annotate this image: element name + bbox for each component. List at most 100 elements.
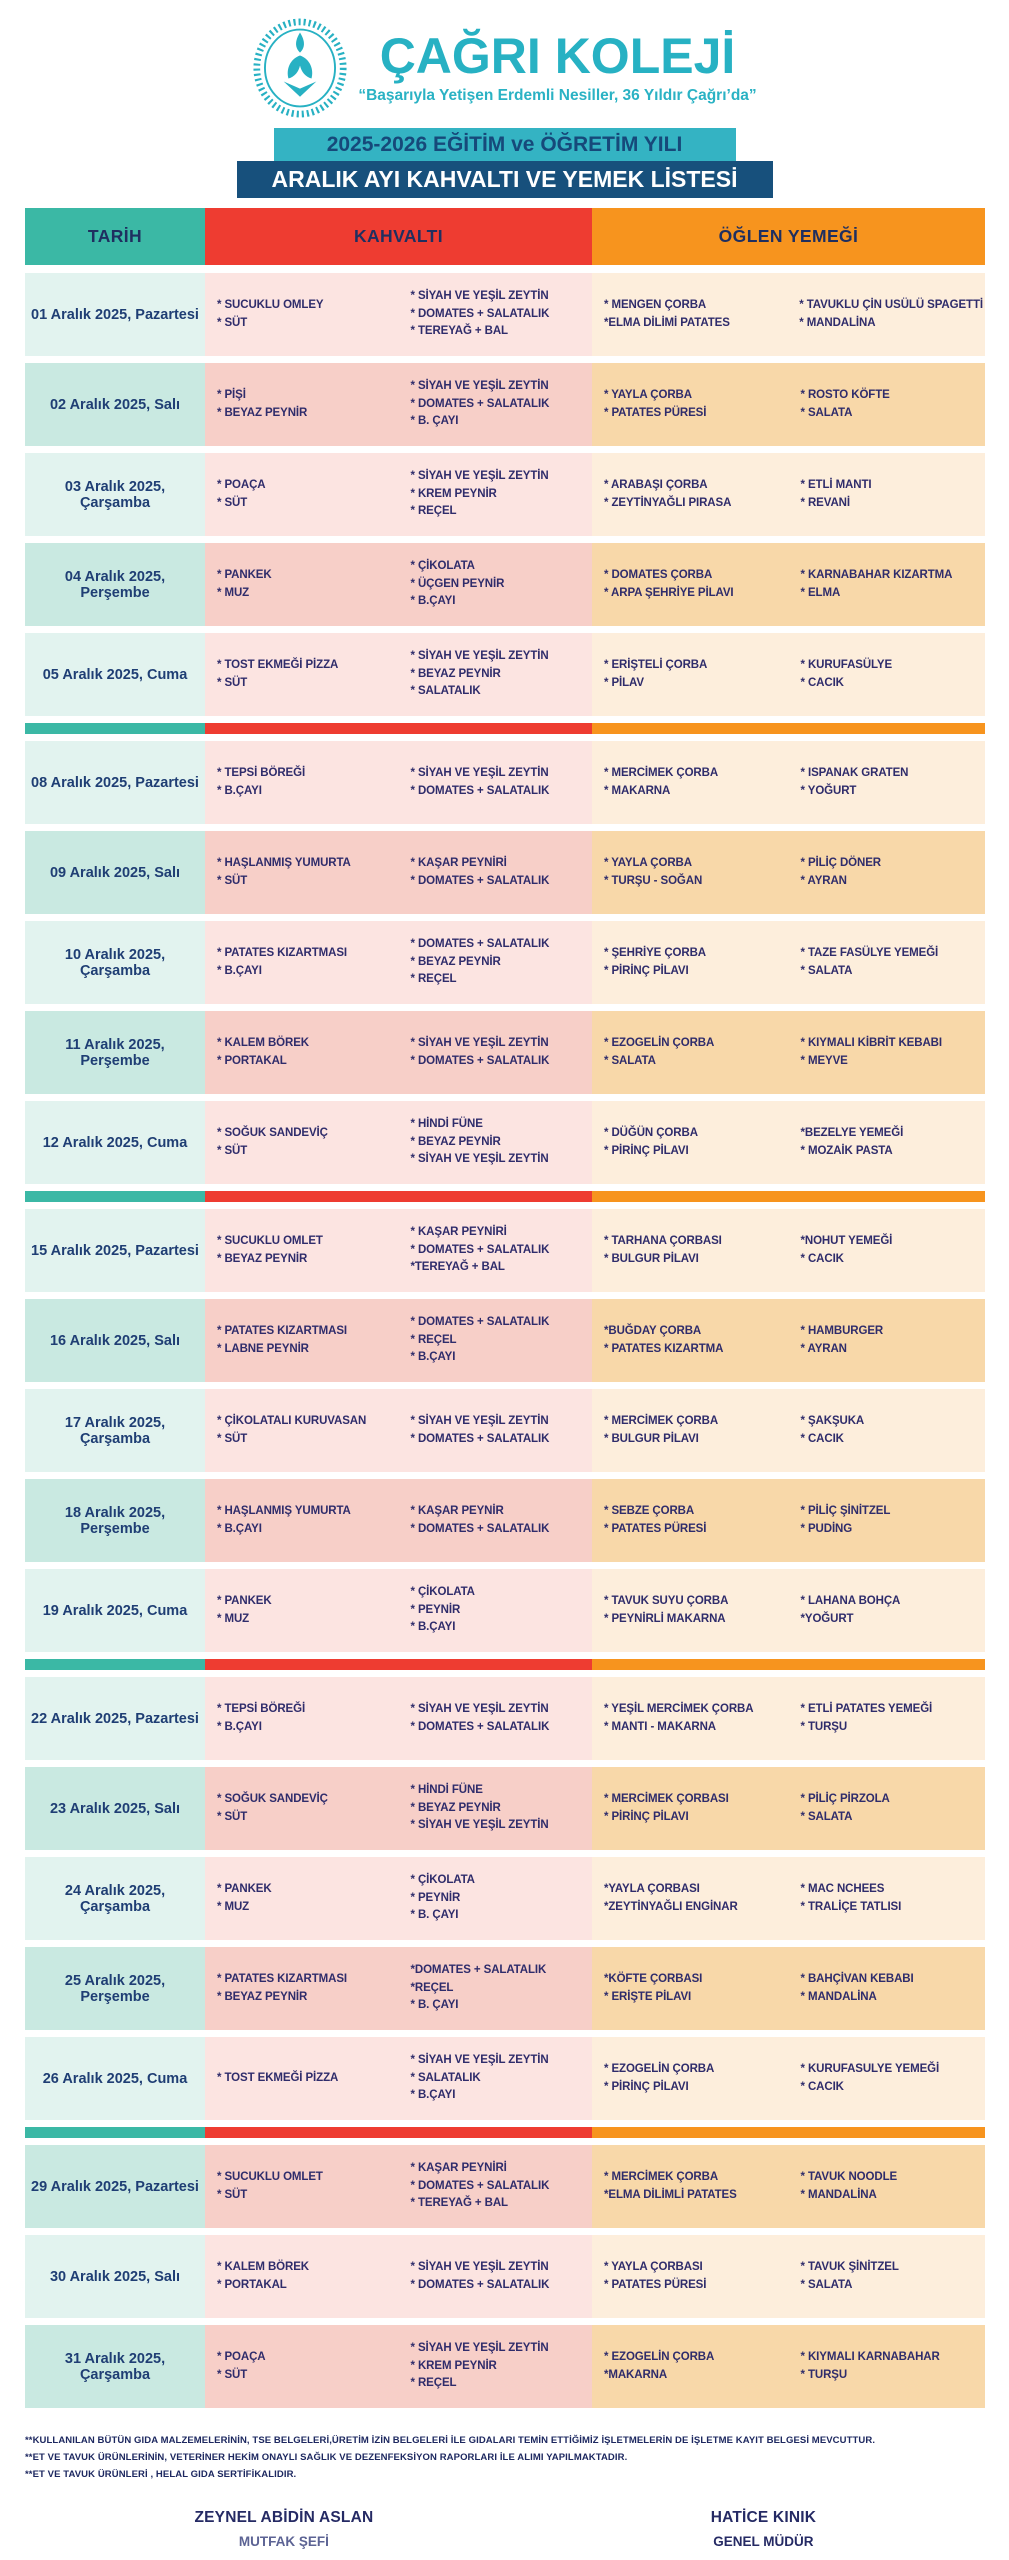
menu-item: * B.ÇAYI xyxy=(410,1351,456,1364)
menu-item: * TEPSİ BÖREĞİ xyxy=(217,766,306,779)
breakfast-cell: * PATATES KIZARTMASI * B.ÇAYI * DOMATES + … xyxy=(205,921,592,1004)
lunch-cell-column: * TAZE FASÜLYE YEMEĞİ * SALATA xyxy=(789,921,986,1004)
lunch-cell-column: * PİLİÇ PİRZOLA * SALATA xyxy=(789,1767,986,1850)
menu-item: * PİRİNÇ PİLAVI xyxy=(604,1810,689,1823)
breakfast-cell: * POAÇA * SÜT * SİYAH VE YEŞİL ZEYTİN * KRE… xyxy=(205,2325,592,2408)
date-cell: 08 Aralık 2025, Pazartesi xyxy=(25,741,205,824)
week-separator-date-segment xyxy=(25,1659,205,1670)
menu-item: * DOMATES + SALATALIK xyxy=(410,1432,550,1445)
lunch-cell: * TAVUK SUYU ÇORBA * PEYNİRLİ MAKARNA * LA… xyxy=(592,1569,985,1652)
menu-item: * PİRİNÇ PİLAVI xyxy=(604,1144,689,1157)
date-cell: 15 Aralık 2025, Pazartesi xyxy=(25,1209,205,1292)
lunch-cell: * YAYLA ÇORBASI * PATATES PÜRESİ * TAVUK Ş… xyxy=(592,2235,985,2318)
menu-item: * KIYMALI KİBRİT KEBABI xyxy=(800,1036,943,1049)
menu-item: * CACIK xyxy=(800,2080,844,2093)
menu-item: * PİLİÇ DÖNER xyxy=(800,856,882,869)
lunch-cell-column: * YAYLA ÇORBASI * PATATES PÜRESİ xyxy=(592,2235,789,2318)
menu-item: * DOMATES + SALATALIK xyxy=(410,874,550,887)
breakfast-cell: * HAŞLANMIŞ YUMURTA * SÜT * KAŞAR PEYNİRİ *… xyxy=(205,831,592,914)
menu-item: *ELMA DİLİMİ PATATES xyxy=(604,316,730,329)
lunch-cell-column: * TAVUK SUYU ÇORBA * PEYNİRLİ MAKARNA xyxy=(592,1569,789,1652)
menu-item: * HİNDİ FÜNE xyxy=(410,1783,483,1796)
lunch-cell-column: * LAHANA BOHÇA *YOĞURT xyxy=(789,1569,986,1652)
lunch-cell: * ARABAŞI ÇORBA * ZEYTİNYAĞLI PIRASA * ETL… xyxy=(592,453,985,536)
breakfast-cell-column: * PATATES KIZARTMASI * BEYAZ PEYNİR xyxy=(205,1947,399,2030)
menu-item: * KAŞAR PEYNİR xyxy=(410,1504,504,1517)
page-footer: **KULLANILAN BÜTÜN GIDA MALZEMELERİNİN, … xyxy=(0,2432,1009,2549)
menu-item: * BEYAZ PEYNİR xyxy=(410,1801,501,1814)
menu-item: * HAŞLANMIŞ YUMURTA xyxy=(217,856,351,869)
menu-item: * SÜT xyxy=(217,2188,248,2201)
breakfast-cell-column: * SİYAH VE YEŞİL ZEYTİN * BEYAZ PEYNİR * S… xyxy=(399,633,593,716)
week-separator-breakfast-segment xyxy=(205,1191,592,1202)
lunch-cell-column: * YEŞİL MERCİMEK ÇORBA * MANTI - MAKARNA xyxy=(592,1677,789,1760)
menu-item: * TAVUK NOODLE xyxy=(800,2170,898,2183)
menu-item: * PİLİÇ ŞİNİTZEL xyxy=(800,1504,891,1517)
lunch-cell: * SEBZE ÇORBA * PATATES PÜRESİ * PİLİÇ ŞİN… xyxy=(592,1479,985,1562)
menu-item: * SİYAH VE YEŞİL ZEYTİN xyxy=(410,649,549,662)
lunch-cell-column: * MERCİMEK ÇORBA * MAKARNA xyxy=(592,741,789,824)
breakfast-cell-column: * SİYAH VE YEŞİL ZEYTİN * DOMATES + SALAT… xyxy=(399,363,593,446)
breakfast-cell: * PANKEK * MUZ * ÇİKOLATA * PEYNİR * B.ÇAYI xyxy=(205,1569,592,1652)
breakfast-cell-column: * SİYAH VE YEŞİL ZEYTİN * DOMATES + SALAT… xyxy=(399,1011,593,1094)
menu-item: * MOZAİK PASTA xyxy=(800,1144,893,1157)
lunch-cell-column: * MERCİMEK ÇORBA *ELMA DİLİMLİ PATATES xyxy=(592,2145,789,2228)
menu-item: * KARNABAHAR KIZARTMA xyxy=(800,568,953,581)
menu-item: * ÇİKOLATALI KURUVASAN xyxy=(217,1414,367,1427)
menu-item: * KAŞAR PEYNİRİ xyxy=(410,856,507,869)
week-separator-breakfast-segment xyxy=(205,1659,592,1670)
lunch-cell: * EZOGELİN ÇORBA * SALATA * KIYMALI KİBRİT… xyxy=(592,1011,985,1094)
lunch-cell: * YEŞİL MERCİMEK ÇORBA * MANTI - MAKARNA *… xyxy=(592,1677,985,1760)
menu-row: 02 Aralık 2025, Salı * PİŞİ * BEYAZ PEYNİR… xyxy=(25,363,985,446)
menu-item: * ARABAŞI ÇORBA xyxy=(604,478,708,491)
lunch-cell: * MERCİMEK ÇORBA * MAKARNA * ISPANAK GRATE… xyxy=(592,741,985,824)
menu-item: * ROSTO KÖFTE xyxy=(800,388,890,401)
menu-item: * MERCİMEK ÇORBASI xyxy=(604,1792,729,1805)
breakfast-cell: * KALEM BÖREK * PORTAKAL * SİYAH VE YEŞİL … xyxy=(205,1011,592,1094)
menu-item: * MANDALİNA xyxy=(800,1990,877,2003)
menu-item: * MEYVE xyxy=(800,1054,848,1067)
menu-item: * SİYAH VE YEŞİL ZEYTİN xyxy=(410,1153,549,1166)
lunch-cell-column: * ISPANAK GRATEN * YOĞURT xyxy=(789,741,986,824)
menu-item: * SALATA xyxy=(800,1810,853,1823)
lunch-cell-column: * TAVUK ŞİNİTZEL * SALATA xyxy=(789,2235,986,2318)
menu-item: * YAYLA ÇORBA xyxy=(604,388,692,401)
date-cell: 31 Aralık 2025, Çarşamba xyxy=(25,2325,205,2408)
lunch-cell-column: *YAYLA ÇORBASI *ZEYTİNYAĞLI ENGİNAR xyxy=(592,1857,789,1940)
breakfast-cell: * SOĞUK SANDEVİÇ * SÜT * HİNDİ FÜNE * BEYAZ… xyxy=(205,1767,592,1850)
menu-item: * PİRİNÇ PİLAVI xyxy=(604,2080,689,2093)
date-cell: 19 Aralık 2025, Cuma xyxy=(25,1569,205,1652)
lunch-cell: * YAYLA ÇORBA * PATATES PÜRESİ * ROSTO KÖF… xyxy=(592,363,985,446)
signature-director: HATİCE KINIK GENEL MÜDÜR xyxy=(543,2509,984,2549)
menu-row: 31 Aralık 2025, Çarşamba * POAÇA * SÜT * Sİ… xyxy=(25,2325,985,2408)
lunch-cell-column: * YAYLA ÇORBA * PATATES PÜRESİ xyxy=(592,363,789,446)
lunch-cell: * ŞEHRİYE ÇORBA * PİRİNÇ PİLAVI * TAZE FAS… xyxy=(592,921,985,1004)
menu-item: * B.ÇAYI xyxy=(217,964,262,977)
menu-item: * PATATES PÜRESİ xyxy=(604,406,707,419)
menu-item: * KALEM BÖREK xyxy=(217,1036,309,1049)
week-separator xyxy=(25,1191,985,1202)
menu-row: 04 Aralık 2025, Perşembe * PANKEK * MUZ * Ç… xyxy=(25,543,985,626)
menu-item: * CACIK xyxy=(800,1252,844,1265)
menu-item: * BEYAZ PEYNİR xyxy=(217,1990,308,2003)
menu-row: 01 Aralık 2025, Pazartesi * SUCUKLU OMLEY… xyxy=(25,273,985,356)
menu-item: * TEREYAĞ + BAL xyxy=(410,325,509,338)
lunch-cell-column: * ETLİ MANTI * REVANİ xyxy=(789,453,986,536)
menu-item: * B. ÇAYI xyxy=(410,1909,459,1922)
menu-item: * PUDİNG xyxy=(800,1522,853,1535)
menu-item: * SİYAH VE YEŞİL ZEYTİN xyxy=(410,2053,549,2066)
menu-item: * B.ÇAYI xyxy=(217,1522,262,1535)
signatures: ZEYNEL ABİDİN ASLAN MUTFAK ŞEFİ HATİCE K… xyxy=(25,2509,984,2549)
lunch-cell-column: * MERCİMEK ÇORBA * BULGUR PİLAVI xyxy=(592,1389,789,1472)
breakfast-cell-column: * DOMATES + SALATALIK * REÇEL * B.ÇAYI xyxy=(399,1299,593,1382)
lunch-cell-column: * HAMBURGER * AYRAN xyxy=(789,1299,986,1382)
brand-block: ÇAĞRI KOLEJİ “Başarıyla Yetişen Erdemli … xyxy=(0,0,1009,118)
menu-row: 08 Aralık 2025, Pazartesi * TEPSİ BÖREĞİ *… xyxy=(25,741,985,824)
menu-item: * SİYAH VE YEŞİL ZEYTİN xyxy=(410,469,549,482)
menu-item: * HAŞLANMIŞ YUMURTA xyxy=(217,1504,351,1517)
menu-row: 18 Aralık 2025, Perşembe * HAŞLANMIŞ YUMU… xyxy=(25,1479,985,1562)
breakfast-cell-column: * KAŞAR PEYNİRİ * DOMATES + SALATALIK * TE… xyxy=(399,2145,593,2228)
column-header-lunch: ÖĞLEN YEMEĞİ xyxy=(592,208,985,265)
breakfast-cell-column: * KALEM BÖREK * PORTAKAL xyxy=(205,1011,399,1094)
menu-item: * DOMATES + SALATALIK xyxy=(410,1315,550,1328)
